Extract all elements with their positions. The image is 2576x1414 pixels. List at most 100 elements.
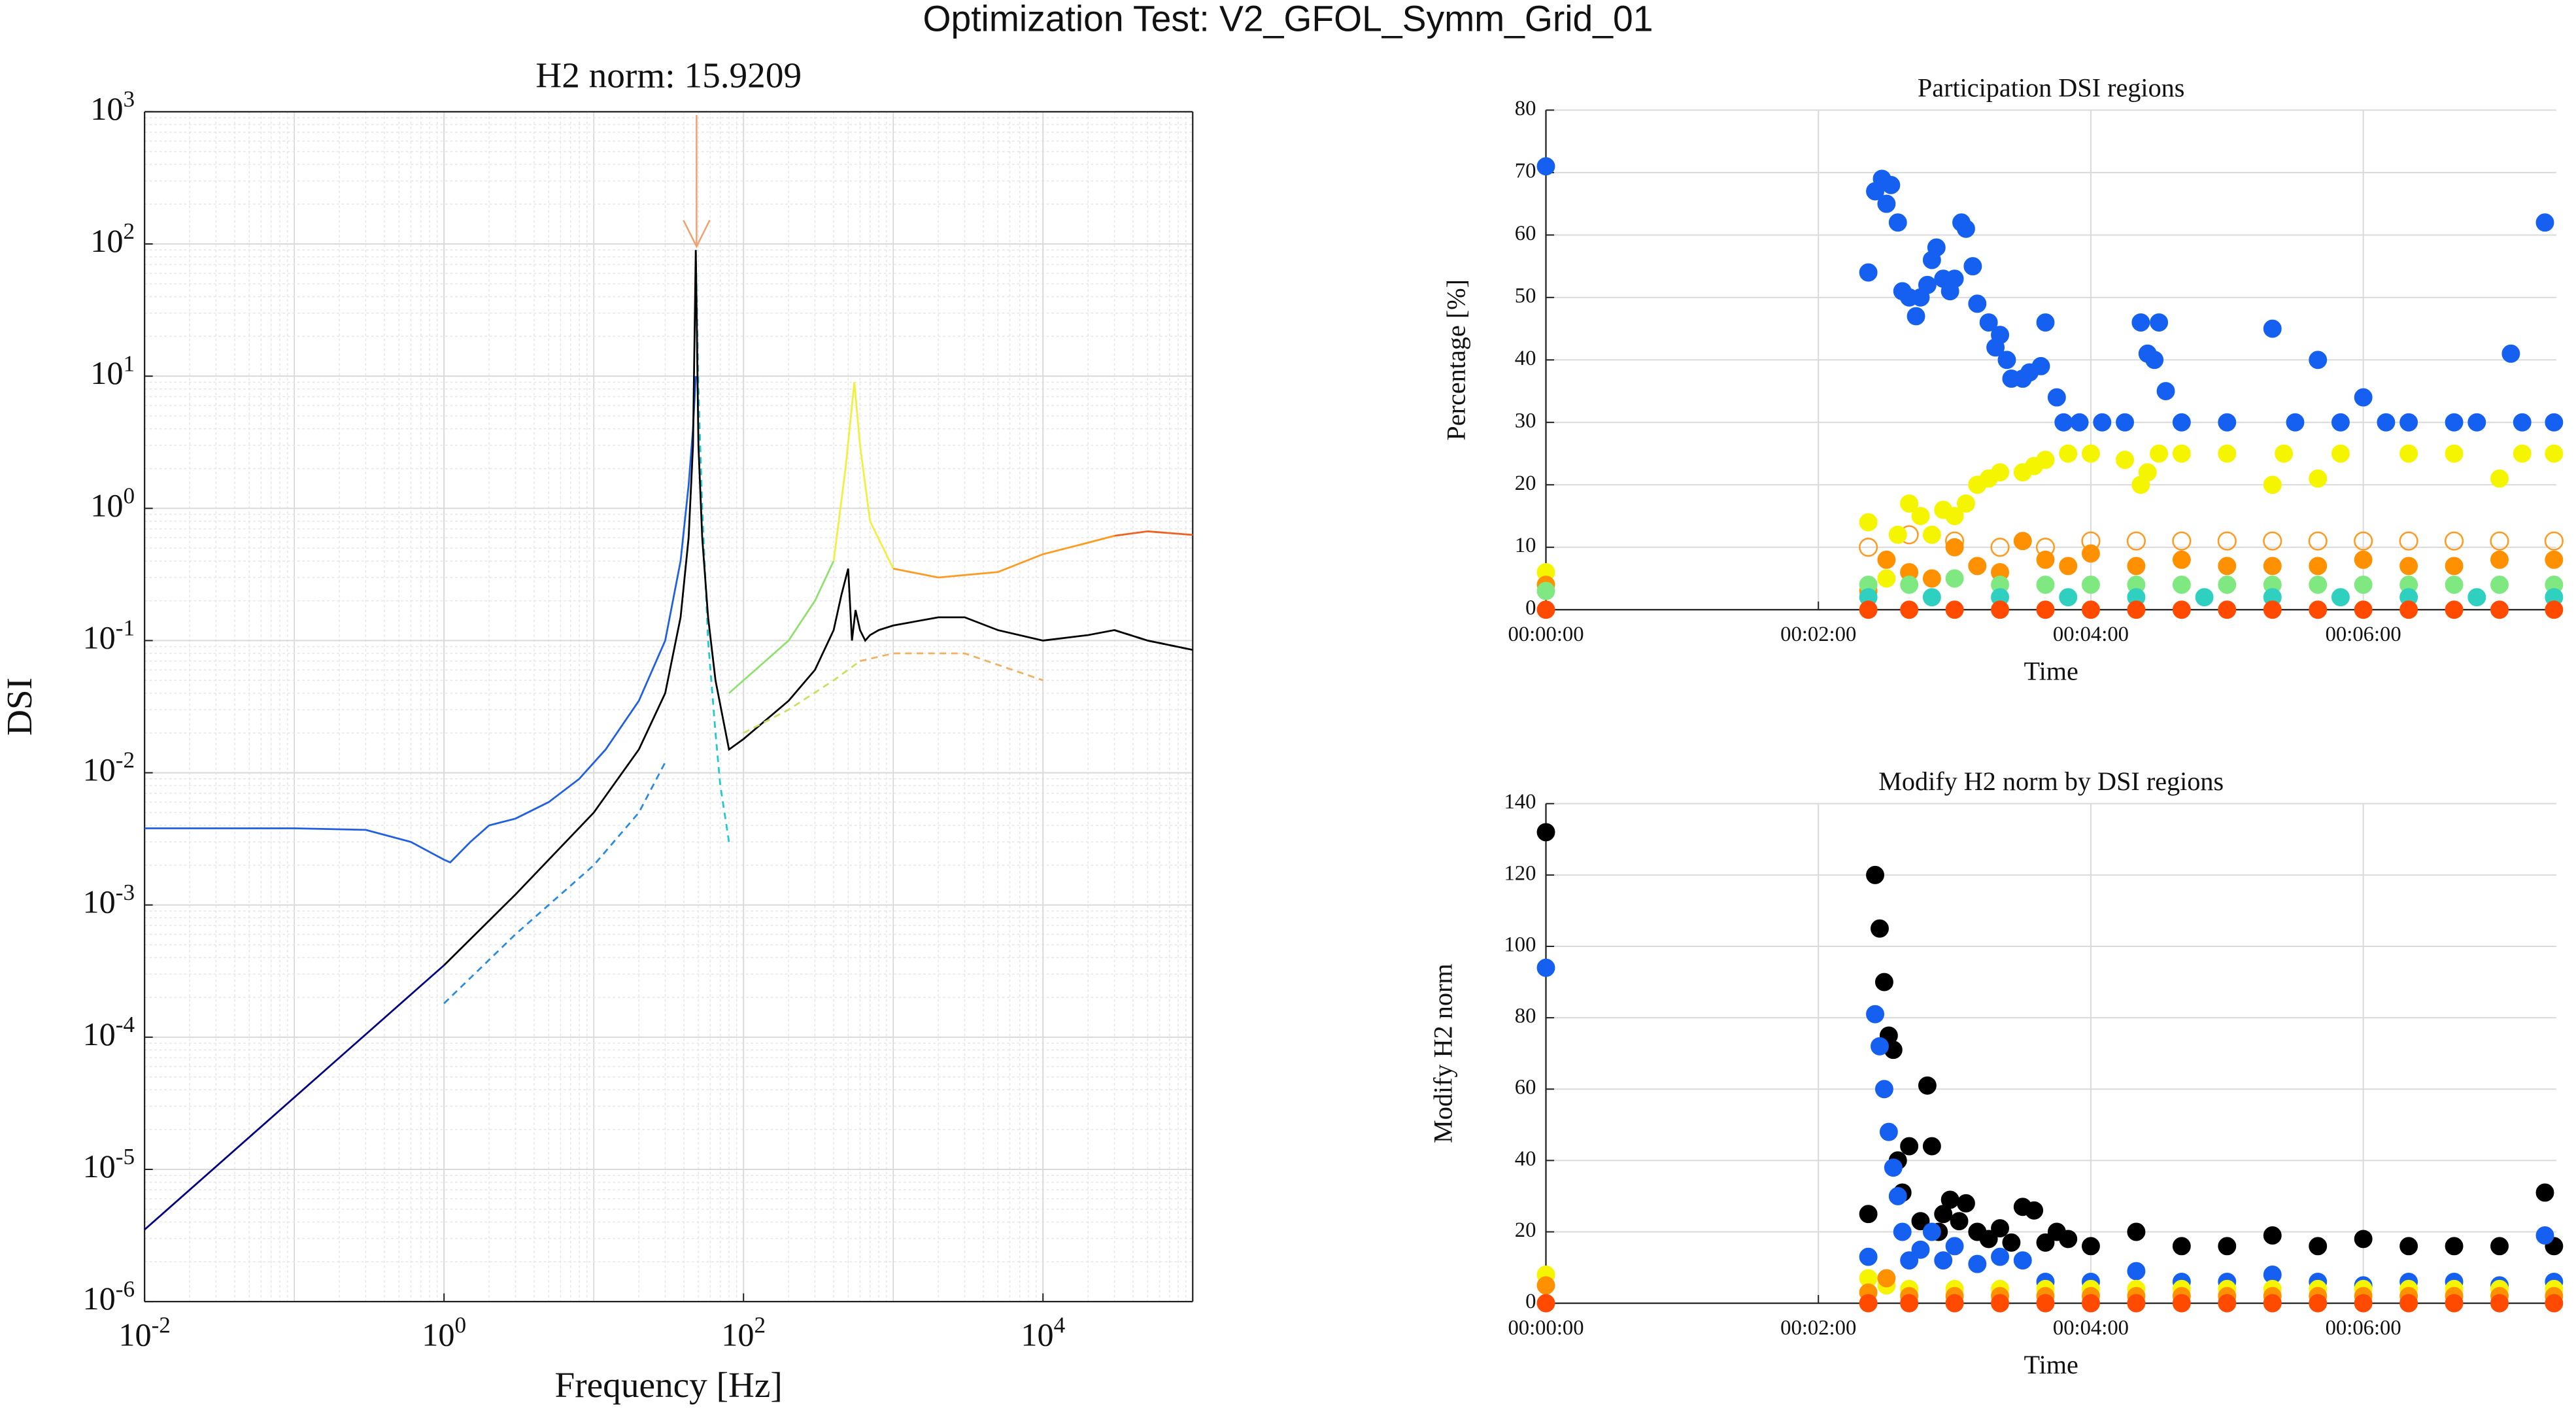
scatter-point xyxy=(1945,507,1964,525)
x-tick-label: 00:04:00 xyxy=(2053,623,2129,646)
chart-title: Modify H2 norm by DSI regions xyxy=(1878,767,2224,796)
scatter-point xyxy=(2054,413,2073,432)
scatter-point xyxy=(2070,413,2089,432)
y-tick-label: 30 xyxy=(1515,409,1536,432)
y-axis-label: Modify H2 norm xyxy=(1428,963,1457,1143)
scatter-point xyxy=(2047,388,2066,407)
scatter-point xyxy=(2082,1237,2100,1256)
scatter-point xyxy=(2172,576,2191,594)
scatter-point xyxy=(2501,344,2520,363)
scatter-point xyxy=(1922,588,1941,607)
scatter-point xyxy=(2354,600,2373,619)
scatter-point xyxy=(2131,313,2150,332)
scatter-point xyxy=(2036,600,2055,619)
scatter-point xyxy=(1991,600,2009,619)
y-tick-label: 0 xyxy=(1525,1290,1536,1313)
scatter-point xyxy=(2150,313,2169,332)
scatter-point xyxy=(1879,1122,1898,1141)
y-tick-label: 100 xyxy=(90,483,135,523)
scatter-point xyxy=(1536,1294,1555,1313)
scatter-point xyxy=(2126,531,2146,551)
scatter-point xyxy=(2218,1237,2237,1256)
scatter-point xyxy=(1536,581,1555,600)
scatter-point xyxy=(2116,413,2134,432)
arrow-head xyxy=(683,220,711,249)
scatter-point xyxy=(2138,463,2157,482)
scatter-point xyxy=(2002,1233,2021,1252)
y-tick-label: 10-5 xyxy=(82,1144,135,1184)
scatter-point xyxy=(2172,531,2192,551)
scatter-point xyxy=(1991,463,2009,482)
scatter-point xyxy=(2172,1237,2191,1256)
scatter-point xyxy=(2127,557,2146,576)
scatter-point xyxy=(2195,588,2214,607)
scatter-point xyxy=(1945,269,1964,288)
scatter-point xyxy=(2399,1294,2418,1313)
scatter-point xyxy=(2399,444,2418,463)
scatter-point xyxy=(2445,531,2464,551)
scatter-point xyxy=(2331,444,2350,463)
scatter-point xyxy=(1945,1237,1964,1256)
chart-title: Participation DSI regions xyxy=(1918,73,2185,102)
scatter-point xyxy=(2093,413,2112,432)
y-tick-label: 10-6 xyxy=(82,1276,135,1316)
y-tick-label: 101 xyxy=(90,351,135,390)
x-tick-label: 00:00:00 xyxy=(1508,623,1584,646)
y-tick-label: 20 xyxy=(1515,472,1536,495)
scatter-point xyxy=(1991,1294,2009,1313)
scatter-point xyxy=(2031,356,2050,375)
x-tick-label: 00:00:00 xyxy=(1508,1316,1584,1339)
scatter-point xyxy=(2309,576,2328,594)
scatter-point xyxy=(1900,1137,1919,1156)
scatter-point xyxy=(1979,1230,1998,1249)
scatter-point xyxy=(2172,444,2191,463)
scatter-point xyxy=(1968,294,1987,313)
scatter-point xyxy=(2059,557,2078,576)
scatter-point xyxy=(2545,600,2564,619)
scatter-point xyxy=(1859,1294,1878,1313)
scatter-point xyxy=(2082,1294,2100,1313)
scatter-point xyxy=(1859,1247,1878,1266)
scatter-point xyxy=(1859,600,1878,619)
scatter-point xyxy=(1536,823,1555,842)
x-tick-label: 00:02:00 xyxy=(1780,1316,1856,1339)
scatter-point xyxy=(2490,469,2509,488)
scatter-point xyxy=(2059,444,2078,463)
y-tick-label: 10-1 xyxy=(82,615,135,655)
scatter-point xyxy=(2263,557,2282,576)
scatter-point xyxy=(2218,557,2237,576)
scatter-point xyxy=(1859,1205,1878,1224)
x-tick-label: 00:06:00 xyxy=(2326,1316,2401,1339)
peak-arrow xyxy=(683,114,711,249)
y-tick-label: 100 xyxy=(1504,933,1536,957)
y-tick-label: 40 xyxy=(1515,1147,1536,1171)
scatter-point xyxy=(1957,219,1975,238)
scatter-point xyxy=(2059,1230,2078,1249)
scatter-point xyxy=(2172,413,2191,432)
scatter-point xyxy=(2445,413,2464,432)
scatter-point xyxy=(1940,1190,1959,1209)
scatter-point xyxy=(2467,413,2486,432)
scatter-point xyxy=(2218,444,2237,463)
scatter-point xyxy=(2309,469,2328,488)
line-series xyxy=(144,376,697,864)
scatter-point xyxy=(1900,600,1919,619)
y-tick-label: 10-3 xyxy=(82,880,135,920)
scatter-point xyxy=(2535,1226,2554,1245)
scatter-point xyxy=(1877,550,1896,569)
scatter-point xyxy=(2490,1294,2509,1313)
scatter-point xyxy=(1927,238,1946,257)
scatter-point xyxy=(1877,569,1896,588)
scatter-point xyxy=(2127,1262,2146,1281)
scatter-point xyxy=(2013,1251,2032,1270)
scatter-point xyxy=(2059,588,2078,607)
scatter-point xyxy=(1884,1158,1903,1177)
line-series xyxy=(1114,530,1193,537)
scatter-point xyxy=(2036,451,2055,470)
scatter-point xyxy=(1900,1294,1919,1313)
scatter-point xyxy=(1991,1219,2009,1237)
scatter-point xyxy=(2490,576,2509,594)
scatter-point xyxy=(2036,1294,2055,1313)
